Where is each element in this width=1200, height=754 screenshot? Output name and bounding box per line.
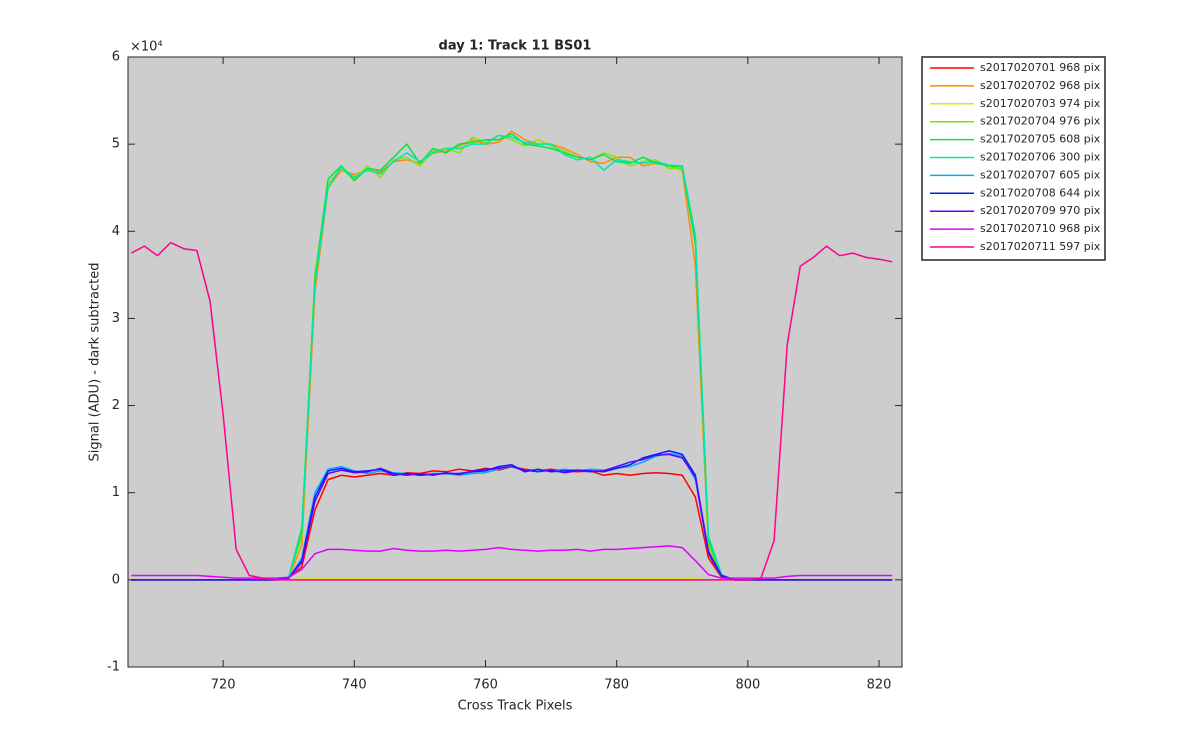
plot-area [128, 57, 902, 667]
lines [130, 130, 893, 581]
y-axis-label: Signal (ADU) - dark subtracted [88, 263, 103, 462]
y-tick-label: 2 [112, 398, 120, 413]
x-tick-label: 760 [473, 678, 498, 693]
y-tick-label: 6 [112, 50, 120, 65]
series-line [131, 453, 893, 581]
x-tick-label: 740 [342, 678, 367, 693]
y-tick-label: 1 [112, 485, 120, 500]
legend-label: s2017020710 968 pix [980, 222, 1101, 235]
legend-label: s2017020701 968 pix [980, 61, 1101, 74]
x-tick-label: 800 [735, 678, 760, 693]
y-multiplier: ×10⁴ [130, 40, 163, 55]
legend-label: s2017020709 970 pix [980, 204, 1101, 217]
series-line [131, 545, 893, 579]
series-line [130, 241, 893, 581]
y-tick-label: 3 [112, 311, 120, 326]
legend-label: s2017020708 644 pix [980, 186, 1101, 199]
legend-label: s2017020704 976 pix [980, 115, 1101, 128]
x-axis-label: Cross Track Pixels [458, 699, 573, 714]
x-tick-label: 720 [211, 678, 236, 693]
legend-label: s2017020707 605 pix [980, 168, 1101, 181]
y-tick-label: -1 [107, 660, 120, 675]
legend-label: s2017020706 300 pix [980, 151, 1101, 164]
x-tick-label: 780 [604, 678, 629, 693]
y-tick-label: 0 [112, 572, 120, 587]
x-tick-label: 820 [867, 678, 892, 693]
legend-label: s2017020703 974 pix [980, 97, 1101, 110]
legend [921, 56, 1106, 261]
y-tick-label: 5 [112, 137, 120, 152]
legend-label: s2017020711 597 pix [980, 240, 1101, 253]
y-tick-label: 4 [112, 224, 120, 239]
axes-box [127, 56, 903, 668]
chart-title: day 1: Track 11 BS01 [439, 39, 592, 54]
legend-label: s2017020702 968 pix [980, 79, 1101, 92]
legend-label: s2017020705 608 pix [980, 133, 1101, 146]
